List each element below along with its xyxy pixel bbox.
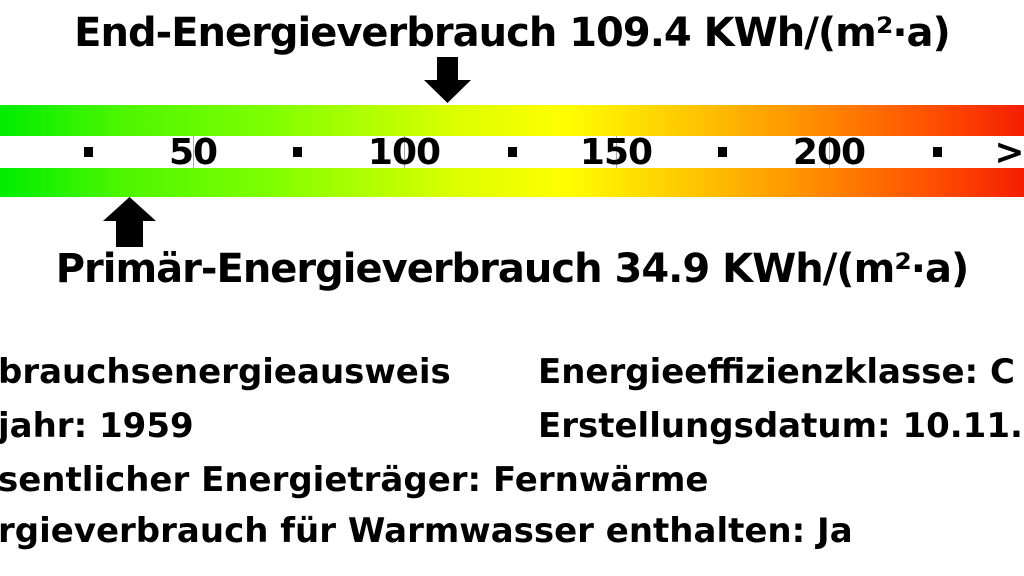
info-construction-year: jahr: 1959 <box>0 406 194 446</box>
gridline-200 <box>829 136 830 168</box>
gridline-100 <box>404 136 405 168</box>
info-energy-class: Energieeffizienzklasse: C <box>538 352 1015 392</box>
primary-energy-title: Primär-Energieverbrauch 34.9 KWh/(m²·a) <box>55 246 970 292</box>
minor-tick-175 <box>718 147 727 157</box>
up-arrow-icon <box>103 197 156 247</box>
scale-gradient-top-strip <box>0 105 1024 136</box>
minor-tick-125 <box>508 147 517 157</box>
end-energy-title: End-Energieverbrauch 109.4 KWh/(m²·a) <box>74 10 951 56</box>
gridline-50 <box>193 136 194 168</box>
scale-label-50: 50 <box>168 132 218 173</box>
gridline-150 <box>616 136 617 168</box>
minor-tick-25 <box>84 147 93 157</box>
minor-tick-75 <box>293 147 302 157</box>
info-energy-carrier: sentlicher Energieträger: Fernwärme <box>0 460 709 500</box>
info-creation-date: Erstellungsdatum: 10.11.2 <box>538 406 1024 446</box>
scale-label-overflow: > <box>994 132 1024 173</box>
scale-gradient-bottom-strip <box>0 168 1024 197</box>
scale-axis-band: 50 100 150 200 > <box>0 132 1024 173</box>
info-warm-water-included: rgieverbrauch für Warmwasser enthalten: … <box>0 511 853 551</box>
down-arrow-icon <box>424 57 471 103</box>
info-certificate-type: brauchsenergieausweis <box>0 352 451 392</box>
minor-tick-225 <box>933 147 942 157</box>
scale-label-150: 150 <box>579 132 653 173</box>
scale-label-200: 200 <box>792 132 866 173</box>
scale-label-100: 100 <box>367 132 441 173</box>
